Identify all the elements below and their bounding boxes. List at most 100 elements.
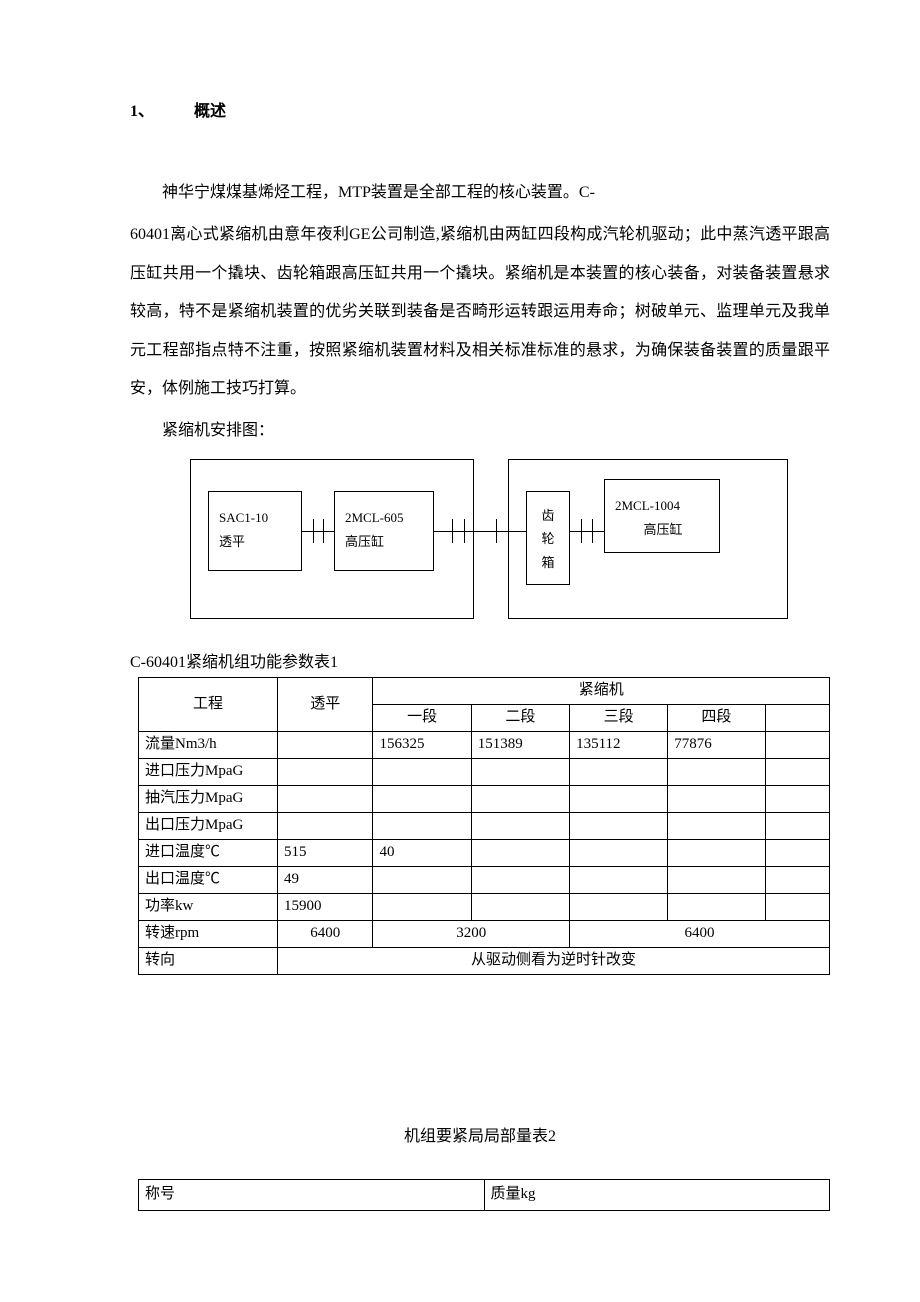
hp1-model: 2MCL-605 [345, 506, 425, 531]
row-cell: 40 [373, 839, 471, 866]
turbine-model: SAC1-10 [219, 506, 293, 531]
row-cell [373, 785, 471, 812]
hp1-label: 高压缸 [345, 530, 425, 555]
row-cell [373, 758, 471, 785]
hp2-model: 2MCL-1004 [615, 494, 711, 519]
row-cell [668, 785, 765, 812]
paragraph-line-1: 神华宁煤煤基烯烃工程，MTP装置是全部工程的核心装置。C- [130, 174, 830, 212]
diagram-caption: 紧缩机安排图： [130, 412, 830, 450]
table-row: 功率kw15900 [139, 893, 830, 920]
row-label: 进口温度℃ [139, 839, 278, 866]
row-cell [570, 839, 668, 866]
heading-text: 概述 [194, 103, 226, 120]
row-cell [765, 839, 829, 866]
mass-col-weight: 质量kg [484, 1179, 830, 1210]
table-row: 出口温度℃49 [139, 866, 830, 893]
turbine-label: 透平 [219, 530, 293, 555]
row-cell [668, 758, 765, 785]
row-cell [570, 785, 668, 812]
row-cell: 151389 [471, 731, 569, 758]
speed-row: 转速rpm 6400 3200 6400 [139, 920, 830, 947]
row-cell [570, 866, 668, 893]
speed-label: 转速rpm [139, 920, 278, 947]
row-cell [765, 866, 829, 893]
row-cell [277, 785, 373, 812]
parameter-table: 工程 透平 紧缩机 一段 二段 三段 四段 流量Nm3/h 15632515138… [138, 677, 830, 975]
row-cell [668, 893, 765, 920]
row-cell: 135112 [570, 731, 668, 758]
table-row: 进口压力MpaG [139, 758, 830, 785]
coupling-2 [434, 519, 526, 543]
speed-g2: 6400 [570, 920, 830, 947]
col-stage4: 四段 [668, 704, 765, 731]
row-cell [668, 839, 765, 866]
row-cell [277, 758, 373, 785]
row-cell [765, 758, 829, 785]
paragraph-rest: 60401离心式紧缩机由意年夜利GE公司制造,紧缩机由两缸四段构成汽轮机驱动；此… [130, 216, 830, 408]
mass-col-name: 称号 [139, 1179, 485, 1210]
row-cell [765, 731, 829, 758]
document-page: 1、 概述 神华宁煤煤基烯烃工程，MTP装置是全部工程的核心装置。C- 6040… [0, 0, 920, 1302]
row-label: 抽汽压力MpaG [139, 785, 278, 812]
hp2-label: 高压缸 [615, 518, 711, 543]
row-cell: 515 [277, 839, 373, 866]
row-cell [570, 812, 668, 839]
row-cell [373, 866, 471, 893]
row-label: 出口温度℃ [139, 866, 278, 893]
section-heading: 1、 概述 [130, 100, 830, 124]
row-cell: 77876 [668, 731, 765, 758]
row-cell [471, 758, 569, 785]
col-turbine: 透平 [277, 677, 373, 731]
row-cell [570, 893, 668, 920]
col-compressor-group: 紧缩机 [373, 677, 830, 704]
row-label: 功率kw [139, 893, 278, 920]
row-cell [668, 866, 765, 893]
table2-title: 机组要紧局局部量表2 [130, 1125, 830, 1149]
row-cell [471, 812, 569, 839]
compressor-layout-diagram: SAC1-10 透平 2MCL-605 高压缸 齿轮箱 2MCL-1004 高压… [190, 459, 790, 629]
col-stage3: 三段 [570, 704, 668, 731]
col-project: 工程 [139, 677, 278, 731]
direction-value: 从驱动侧看为逆时针改变 [277, 947, 829, 974]
row-cell [668, 812, 765, 839]
turbine-box: SAC1-10 透平 [208, 491, 302, 571]
hp-cylinder-1-box: 2MCL-605 高压缸 [334, 491, 434, 571]
gearbox-box: 齿轮箱 [526, 491, 570, 585]
row-cell: 15900 [277, 893, 373, 920]
heading-number: 1、 [130, 100, 190, 124]
col-stage2: 二段 [471, 704, 569, 731]
table-row: 进口温度℃51540 [139, 839, 830, 866]
direction-row: 转向 从驱动侧看为逆时针改变 [139, 947, 830, 974]
row-cell [765, 812, 829, 839]
row-cell [373, 812, 471, 839]
row-cell: 49 [277, 866, 373, 893]
table-row: 出口压力MpaG [139, 812, 830, 839]
mass-table: 称号 质量kg [138, 1179, 830, 1211]
direction-label: 转向 [139, 947, 278, 974]
row-cell [277, 731, 373, 758]
row-cell [765, 785, 829, 812]
speed-g1: 3200 [373, 920, 570, 947]
row-cell [277, 812, 373, 839]
col-blank [765, 704, 829, 731]
row-cell: 156325 [373, 731, 471, 758]
table-row: 流量Nm3/h 15632515138913511277876 [139, 731, 830, 758]
coupling-1 [302, 519, 334, 543]
gearbox-label: 齿轮箱 [533, 504, 563, 574]
row-cell [373, 893, 471, 920]
speed-turbine: 6400 [277, 920, 373, 947]
row-cell [471, 785, 569, 812]
row-cell [471, 893, 569, 920]
row-cell [471, 866, 569, 893]
row-label: 出口压力MpaG [139, 812, 278, 839]
table-header-row-1: 工程 透平 紧缩机 [139, 677, 830, 704]
row-cell [570, 758, 668, 785]
row-cell [765, 893, 829, 920]
row-cell [471, 839, 569, 866]
mass-table-header: 称号 质量kg [139, 1179, 830, 1210]
hp-cylinder-2-box: 2MCL-1004 高压缸 [604, 479, 720, 553]
row-label: 进口压力MpaG [139, 758, 278, 785]
row-label: 流量Nm3/h [139, 731, 278, 758]
table-row: 抽汽压力MpaG [139, 785, 830, 812]
col-stage1: 一段 [373, 704, 471, 731]
